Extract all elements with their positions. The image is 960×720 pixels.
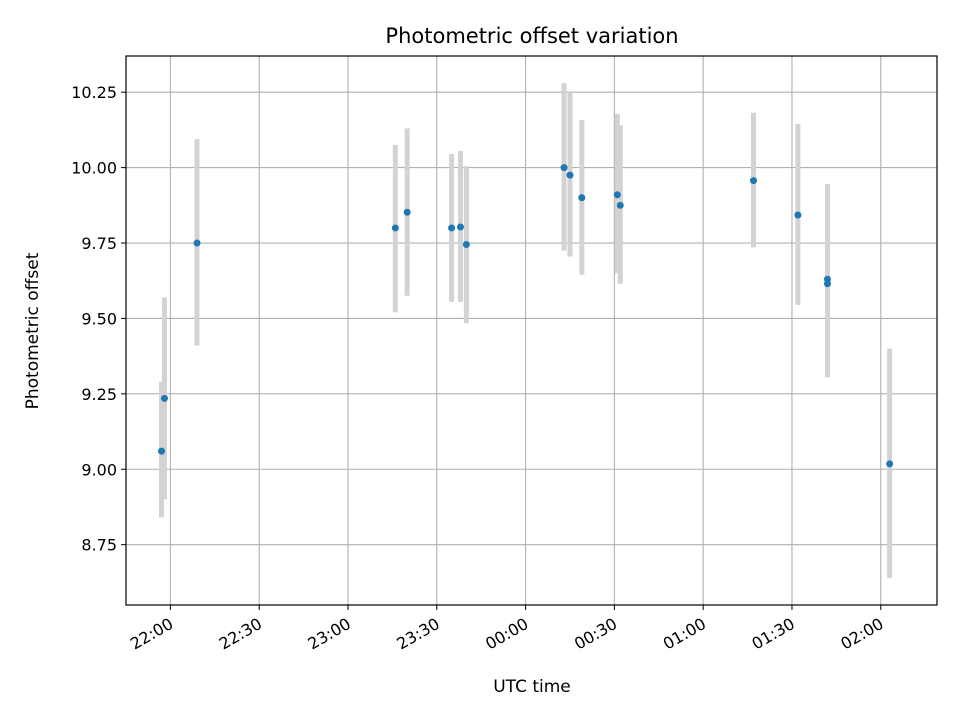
plot-frame (125, 55, 938, 606)
data-point (794, 211, 802, 219)
grid-layer (126, 56, 937, 605)
data-point (160, 394, 168, 402)
point-layer (158, 164, 894, 468)
data-point (560, 164, 568, 172)
data-point (578, 194, 586, 202)
x-axis-title: UTC time (493, 677, 571, 697)
y-axis: 8.75 9.00 9.25 9.50 9.75 10.00 10.25 (71, 83, 126, 555)
y-tick-label: 9.00 (81, 460, 117, 479)
y-tick-label: 9.50 (81, 309, 117, 328)
data-point (616, 201, 624, 209)
data-point (749, 177, 757, 185)
data-point (823, 280, 831, 288)
data-point (886, 460, 894, 468)
data-point (158, 447, 166, 455)
data-point (391, 224, 399, 232)
data-point (448, 224, 456, 232)
y-tick-label: 8.75 (81, 536, 117, 555)
data-point (566, 171, 574, 179)
y-axis-title: Photometric offset (23, 252, 43, 409)
y-tick-label: 9.75 (81, 234, 117, 253)
data-point (403, 208, 411, 216)
y-tick-label: 10.00 (71, 159, 117, 178)
y-tick-label: 9.25 (81, 385, 117, 404)
data-point (613, 191, 621, 199)
data-point (193, 239, 201, 247)
chart-title: Photometric offset variation (385, 24, 678, 48)
data-point (462, 241, 470, 249)
y-tick-label: 10.25 (71, 83, 117, 102)
data-point (456, 223, 464, 231)
